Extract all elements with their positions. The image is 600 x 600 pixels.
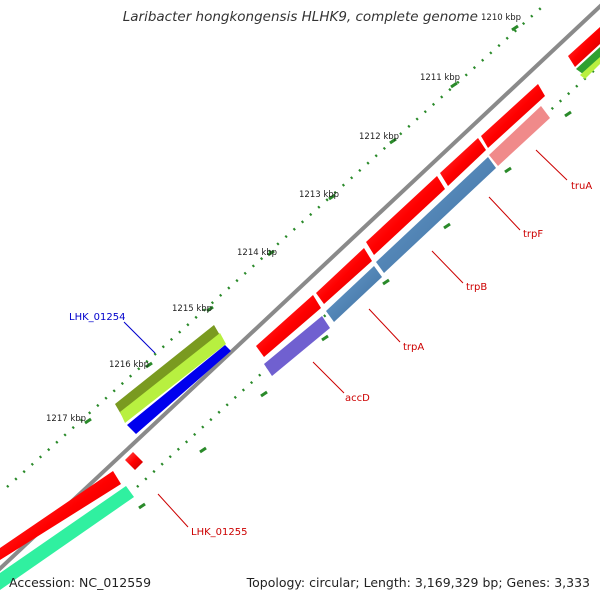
leader-line bbox=[157, 493, 189, 528]
leader-line bbox=[123, 321, 156, 354]
gene-label-LHK_01254[interactable]: LHK_01254 bbox=[69, 312, 125, 323]
tick-mark bbox=[443, 222, 451, 230]
tick-labels: 1210 kbp 1211 kbp 1212 kbp 1213 kbp 1214… bbox=[46, 13, 521, 424]
outer-scale-dots bbox=[6, 6, 543, 488]
gene-label-truA[interactable]: truA bbox=[571, 181, 592, 192]
tick-label: 1212 kbp bbox=[359, 132, 399, 142]
gene-cds[interactable] bbox=[366, 176, 445, 255]
tick-mark bbox=[382, 278, 390, 286]
reverse-genes bbox=[0, 106, 550, 590]
gene-cds[interactable] bbox=[376, 157, 496, 273]
leader-line bbox=[535, 149, 568, 181]
gene-cds[interactable] bbox=[264, 316, 330, 376]
leader-line bbox=[431, 250, 464, 284]
label-leaders bbox=[123, 149, 568, 528]
gene-cds[interactable] bbox=[115, 325, 221, 416]
gene-cds[interactable] bbox=[481, 84, 545, 148]
gene-label-accD[interactable]: accD bbox=[345, 393, 370, 404]
tick-mark bbox=[145, 361, 153, 369]
gene-cds[interactable] bbox=[440, 138, 486, 186]
gene-cds[interactable] bbox=[326, 266, 382, 322]
gene-cds[interactable] bbox=[120, 333, 226, 423]
tick-label: 1216 kbp bbox=[109, 360, 149, 370]
tick-mark bbox=[267, 249, 275, 257]
gene-cds[interactable] bbox=[0, 486, 134, 590]
leader-line bbox=[488, 196, 521, 231]
tick-label: 1211 kbp bbox=[420, 73, 460, 83]
tick-mark bbox=[321, 334, 329, 342]
leader-line bbox=[312, 361, 345, 394]
tick-label: 1213 kbp bbox=[299, 190, 339, 200]
scale-dots bbox=[6, 6, 600, 488]
gene-cds[interactable] bbox=[489, 106, 550, 166]
tick-mark bbox=[199, 446, 207, 454]
tick-mark bbox=[328, 193, 336, 201]
leader-line bbox=[368, 308, 401, 343]
gene-label-trpB[interactable]: trpB bbox=[466, 282, 487, 293]
genome-summary-text: Topology: circular; Length: 3,169,329 bp… bbox=[246, 575, 590, 590]
tick-label: 1214 kbp bbox=[237, 248, 277, 258]
tick-mark bbox=[450, 81, 458, 89]
major-ticks bbox=[84, 24, 572, 510]
gene-label-LHK_01255[interactable]: LHK_01255 bbox=[191, 527, 247, 538]
tick-mark bbox=[260, 390, 268, 398]
gene-cds[interactable] bbox=[576, 47, 600, 74]
gene-cds[interactable] bbox=[580, 57, 600, 79]
gene-cds[interactable] bbox=[0, 471, 121, 560]
forward-genes bbox=[0, 27, 600, 560]
gene-label-trpF[interactable]: trpF bbox=[523, 229, 543, 240]
tick-mark bbox=[504, 166, 512, 174]
gene-labels: truA trpF trpB trpA accD LHK_01254 LHK_0… bbox=[69, 181, 592, 538]
gene-cds[interactable] bbox=[316, 248, 372, 304]
genome-backbone bbox=[0, 3, 600, 572]
tick-mark bbox=[84, 417, 92, 425]
tick-label: 1217 kbp bbox=[46, 414, 86, 424]
gene-cds[interactable] bbox=[125, 452, 143, 470]
gene-label-trpA[interactable]: trpA bbox=[403, 342, 424, 353]
gene-cds[interactable] bbox=[568, 27, 600, 67]
tick-mark bbox=[389, 137, 397, 145]
tick-mark bbox=[206, 305, 214, 313]
tick-mark bbox=[511, 24, 519, 32]
gene-cds[interactable] bbox=[256, 295, 321, 357]
map-title: Laribacter hongkongensis HLHK9, complete… bbox=[122, 9, 478, 25]
tick-mark bbox=[564, 110, 572, 118]
accession-text: Accession: NC_012559 bbox=[9, 575, 152, 590]
tick-label: 1215 kbp bbox=[172, 304, 212, 314]
tick-label: 1210 kbp bbox=[481, 13, 521, 23]
tick-mark bbox=[138, 502, 146, 510]
gene-cds[interactable] bbox=[127, 345, 231, 434]
